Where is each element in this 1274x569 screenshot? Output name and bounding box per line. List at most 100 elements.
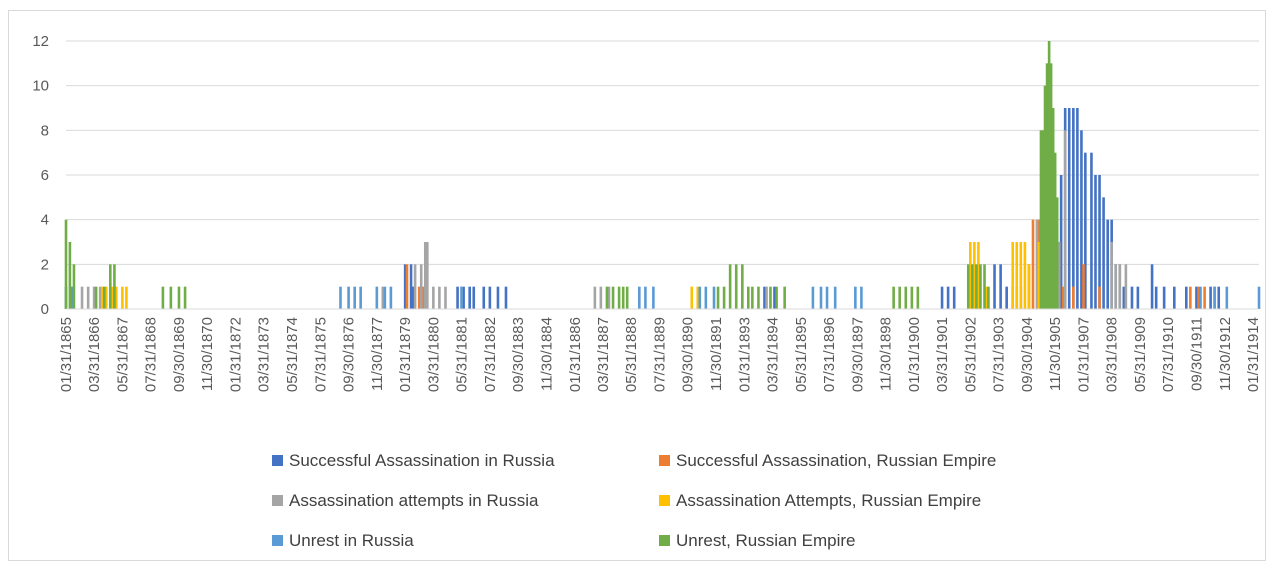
bar-series-4 [696, 286, 700, 309]
x-tick-label: 03/31/1901 [934, 317, 951, 392]
x-tick-label: 09/30/1911 [1188, 317, 1205, 391]
x-tick-label: 05/31/1881 [454, 317, 471, 392]
bar-series-5 [833, 286, 837, 309]
x-tick-label: 07/31/1903 [991, 317, 1008, 392]
x-tick-label: 03/31/1873 [256, 317, 273, 392]
bar-series-6 [747, 286, 750, 309]
bar-series-2 [1031, 219, 1035, 309]
bar-series-3 [381, 286, 385, 309]
chart-area: 0 2 4 6 8 10 12 01/31/1865 03/31/1866 05/31/1867… [8, 10, 1266, 561]
bar-series-5 [644, 286, 647, 309]
bar-series-3 [426, 242, 429, 309]
bar-series-6 [916, 286, 920, 309]
bar-series-1 [1136, 286, 1140, 309]
bar-series-1 [411, 286, 415, 309]
bar-series-1 [999, 264, 1002, 309]
bar-series-1 [488, 286, 492, 309]
x-tick-label: 09/30/1869 [171, 317, 188, 392]
bar-series-2 [1197, 286, 1200, 309]
bar-series-4 [1019, 242, 1023, 309]
bar-series-3 [1035, 219, 1039, 309]
bar-series-5 [638, 286, 641, 309]
bar-series-1 [1067, 108, 1071, 309]
legend-label: Assassination attempts in Russia [289, 491, 539, 510]
bar-series-6 [979, 264, 982, 309]
bar-series-6 [1049, 63, 1053, 309]
x-tick-label: 01/31/1893 [736, 317, 753, 392]
bar-series-2 [417, 286, 421, 309]
bar-series-1 [1080, 130, 1083, 309]
x-tick-label: 01/31/1865 [58, 317, 75, 392]
legend-swatch [272, 455, 283, 466]
bar-series-1 [946, 286, 950, 309]
data-bars [64, 41, 1261, 309]
bar-series-1 [1102, 197, 1105, 309]
bar-series-3 [432, 286, 435, 309]
x-tick-label: 01/31/1914 [1245, 317, 1262, 392]
bar-series-6 [605, 286, 609, 309]
bar-series-5 [347, 286, 350, 309]
y-tick-label: 2 [41, 256, 49, 273]
bar-series-6 [161, 286, 165, 309]
legend-swatch [272, 535, 283, 546]
bar-series-6 [1039, 130, 1043, 309]
bar-series-1 [403, 264, 407, 309]
bar-series-1 [472, 286, 476, 309]
bar-series-6 [751, 286, 754, 309]
bar-series-6 [975, 264, 978, 309]
bar-series-1 [952, 286, 956, 309]
bar-series-6 [769, 286, 772, 309]
bar-series-4 [1037, 242, 1041, 309]
bar-series-3 [1057, 242, 1061, 309]
bar-series-3 [80, 286, 84, 309]
bar-series-1 [1059, 175, 1063, 309]
bar-series-1 [1084, 152, 1087, 309]
bar-series-1 [1154, 286, 1158, 309]
bar-series-1 [1162, 286, 1166, 309]
bar-series-1 [1150, 264, 1154, 309]
x-tick-label: 01/31/1907 [1075, 317, 1092, 392]
bar-series-2 [1072, 286, 1075, 309]
bar-series-1 [1106, 219, 1109, 309]
bar-series-6 [617, 286, 621, 309]
x-tick-label: 07/31/1882 [482, 317, 499, 392]
bar-series-2 [1082, 264, 1085, 309]
combined-bar-chart: 0 2 4 6 8 10 12 01/31/1865 03/31/1866 05/31/1867… [32, 33, 1262, 550]
bar-series-6 [1053, 152, 1057, 309]
bar-series-6 [1047, 41, 1051, 309]
bar-series-5 [1199, 286, 1202, 309]
x-tick-label: 01/31/1886 [567, 317, 584, 392]
bar-series-6 [775, 286, 778, 309]
x-tick-label: 11/30/1898 [878, 317, 895, 391]
bar-series-2 [1189, 286, 1192, 309]
x-tick-label: 03/31/1887 [595, 317, 612, 392]
bar-series-5 [819, 286, 823, 309]
y-tick-label: 12 [32, 33, 49, 50]
bar-series-6 [728, 264, 732, 309]
bar-series-6 [983, 264, 986, 309]
bar-series-5 [698, 286, 702, 309]
x-tick-label: 07/31/1889 [651, 317, 668, 392]
bar-series-6 [987, 286, 990, 309]
bar-series-3 [1110, 242, 1113, 309]
bar-series-1 [409, 264, 413, 309]
bar-series-6 [1045, 63, 1049, 309]
bar-series-1 [456, 286, 459, 309]
bar-series-3 [419, 264, 423, 309]
bar-series-3 [765, 286, 768, 309]
bar-series-1 [1072, 108, 1075, 309]
bar-series-1 [1005, 286, 1008, 309]
legend-label: Successful Assassination in Russia [289, 451, 555, 470]
gridlines [66, 40, 1259, 265]
bar-series-5 [854, 286, 857, 309]
bar-series-6 [113, 264, 116, 309]
bar-series-6 [910, 286, 914, 309]
bar-series-1 [1098, 175, 1101, 309]
bar-series-5 [860, 286, 863, 309]
bar-series-1 [1185, 286, 1188, 309]
bar-series-1 [468, 286, 471, 309]
legend-swatch [659, 495, 670, 506]
x-tick-label: 03/31/1880 [425, 317, 442, 392]
bar-series-1 [1094, 175, 1097, 309]
bar-series-6 [734, 264, 738, 309]
